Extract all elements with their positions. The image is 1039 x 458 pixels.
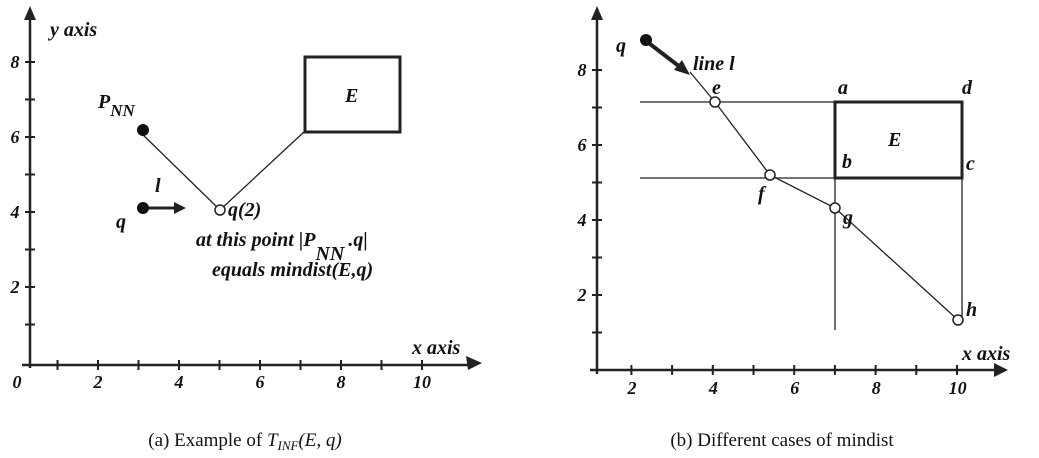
caption-b: (b) Different cases of mindist [670,430,894,451]
x-tick-label: 4 [174,372,184,392]
x-axis-label: x axis [411,337,461,359]
x-tick-label: 4 [708,378,718,398]
caption-sub: INF [277,438,300,453]
point-e [709,96,721,108]
q2-label: q(2) [228,199,261,221]
line-l [689,71,959,321]
q-point [640,34,652,46]
arrowhead [24,6,36,20]
arrowhead [674,60,690,75]
y-tick-label: 8 [578,60,587,80]
note-sub: NN [314,243,345,265]
panel-a: y axis x axis E PNN q(2) q l at this poi… [22,6,482,453]
point-f [764,169,776,181]
x-tick-label: 0 [13,372,22,392]
y-tick-label: 2 [10,277,20,297]
q2-point [214,204,226,216]
p-main: P [97,91,111,113]
x-tick-label: 6 [256,372,265,392]
caption-a: (a) Example of TINF(E, q) [148,430,342,453]
arrowhead [466,356,482,370]
caption-symbol: T [267,430,279,451]
x-axis-label: x axis [961,343,1011,365]
point-label: e [712,77,721,99]
arrow [648,42,682,69]
point-label: g [842,207,853,229]
point-h [952,314,964,326]
point-g [829,202,841,214]
point-label: f [758,183,767,205]
corner-label: a [838,77,848,99]
arrowhead [591,6,603,20]
x-tick-label: 10 [413,372,431,392]
y-tick-label: 6 [578,135,587,155]
caption-prefix: (a) Example of [148,430,263,451]
x-tick-label: 8 [337,372,346,392]
q-label: q [616,35,626,57]
line-label: l [155,175,161,197]
p-sub: NN [109,101,135,120]
p-nn-point [137,124,149,136]
y-axis-label: y axis [48,19,97,41]
x-tick-label: 6 [790,378,799,398]
rect-label: E [887,129,901,151]
q-label: q [116,211,126,233]
line-label: line l [693,53,735,75]
x-tick-label: 2 [627,378,637,398]
path [137,129,306,211]
arrowhead [994,363,1008,377]
note-start: at this point |P [196,229,316,251]
note-end: .q| [348,229,367,251]
corner-label: c [966,153,975,175]
x-tick-label: 10 [949,378,967,398]
x-tick-label: 8 [872,378,881,398]
panel-b: x axis E q line l e f g h a b c d (b) Di… [590,6,1011,451]
y-tick-label: 2 [577,285,587,305]
note-line2: equals mindist(E,q) [212,259,373,281]
arrowhead [174,202,186,214]
x-tick-label: 2 [93,372,103,392]
rect-label: E [344,85,358,107]
rect-e [303,55,402,134]
corner-label: d [962,77,973,99]
note-line1: at this point |PNN.q| [196,229,368,265]
corner-label: b [842,151,852,173]
rect-e [833,100,964,180]
caption-args: (E, q) [298,430,341,451]
y-tick-label: 4 [10,202,20,222]
y-tick-label: 6 [11,127,20,147]
point-label: h [966,299,977,321]
y-tick-label: 8 [11,52,20,72]
q-point [137,202,149,214]
y-tick-label: 4 [577,210,587,230]
p-nn-label: PNN [97,91,135,120]
